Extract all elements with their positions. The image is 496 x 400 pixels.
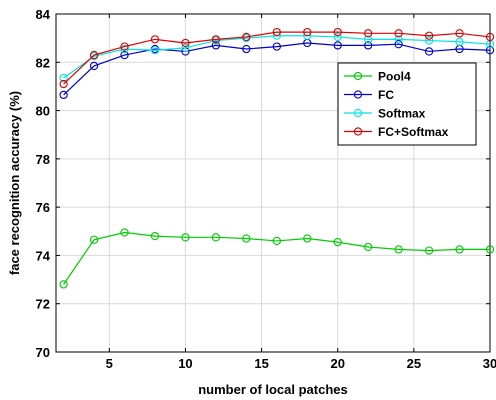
legend-entry-fc-softmax: FC+Softmax (344, 125, 449, 139)
data-point (59, 280, 68, 289)
data-point (424, 31, 434, 40)
data-point (455, 37, 464, 46)
data-point (394, 35, 403, 44)
legend-label: FC+Softmax (378, 125, 449, 139)
data-point (455, 29, 464, 38)
data-point (211, 41, 221, 50)
x-axis-label: number of local patches (198, 382, 348, 397)
legend-entry-fc: FC (344, 88, 394, 102)
data-point (485, 46, 495, 55)
y-tick-label: 76 (36, 200, 50, 215)
x-tick-label: 15 (254, 356, 268, 371)
legend-marker (353, 108, 363, 118)
legend-marker (353, 71, 363, 81)
data-point (424, 36, 434, 45)
data-point (242, 44, 251, 54)
data-point (394, 245, 403, 254)
data-point (59, 79, 68, 89)
data-point (211, 35, 221, 44)
data-point (59, 90, 68, 100)
data-point (242, 32, 251, 42)
legend-label: Softmax (378, 107, 426, 121)
data-point (303, 234, 312, 243)
data-point (394, 40, 403, 49)
data-point (242, 234, 251, 243)
y-tick-label: 74 (36, 248, 51, 263)
y-tick-label: 70 (36, 345, 50, 360)
legend-marker (353, 127, 363, 136)
data-point (272, 236, 281, 246)
data-point (181, 38, 190, 48)
data-point (272, 42, 281, 51)
series-line-pool4 (63, 231, 490, 285)
data-point (364, 29, 373, 38)
axis-ticks: 5 10 15 20 25 30 70 72 74 76 78 80 82 84 (36, 7, 496, 371)
data-point (424, 246, 434, 255)
legend: Pool4 FC Softmax FC+Softmax (337, 62, 477, 146)
y-tick-label: 72 (36, 297, 50, 312)
data-point (333, 41, 342, 50)
data-point (120, 228, 129, 237)
plot-frame (55, 13, 491, 353)
data-point (120, 44, 129, 54)
series-line-fc-softmax (63, 31, 491, 85)
y-tick-label: 78 (36, 152, 50, 167)
x-tick-label: 30 (483, 356, 496, 371)
data-point (120, 42, 129, 51)
x-tick-label: 5 (106, 356, 113, 371)
data-point (455, 245, 464, 254)
y-tick-label: 84 (36, 7, 51, 22)
data-point (89, 61, 99, 71)
data-point (272, 27, 281, 37)
x-tick-label: 10 (178, 356, 192, 371)
data-point (303, 27, 312, 37)
data-point (485, 32, 495, 42)
data-point (424, 47, 434, 56)
data-point (211, 233, 221, 242)
data-point (181, 43, 190, 52)
series (59, 27, 495, 289)
data-point (89, 235, 99, 244)
data-point (333, 27, 342, 37)
data-point (59, 73, 68, 83)
data-point (333, 32, 342, 42)
y-tick-label: 82 (36, 55, 50, 70)
data-point (485, 245, 495, 254)
data-point (364, 242, 373, 252)
y-axis-label: face recognition accuracy (%) (7, 91, 22, 275)
legend-label: Pool4 (378, 70, 411, 84)
x-tick-label: 20 (330, 356, 344, 371)
data-point (333, 237, 342, 247)
data-point (181, 233, 190, 242)
legend-label: FC (378, 88, 394, 102)
legend-entry-softmax: Softmax (344, 107, 426, 121)
data-point (150, 46, 160, 55)
data-point (364, 41, 373, 50)
data-point (150, 35, 160, 44)
series-pool4 (59, 228, 495, 289)
y-tick-label: 80 (36, 104, 50, 119)
legend-marker (353, 90, 363, 99)
data-point (394, 29, 403, 38)
x-tick-label: 25 (407, 356, 421, 371)
data-point (364, 35, 373, 44)
legend-entry-pool4: Pool4 (344, 70, 411, 84)
data-point (120, 50, 129, 60)
series-fc-softmax (59, 27, 495, 89)
data-point (89, 50, 99, 60)
series-line-fc (63, 42, 491, 96)
data-point (150, 231, 160, 241)
